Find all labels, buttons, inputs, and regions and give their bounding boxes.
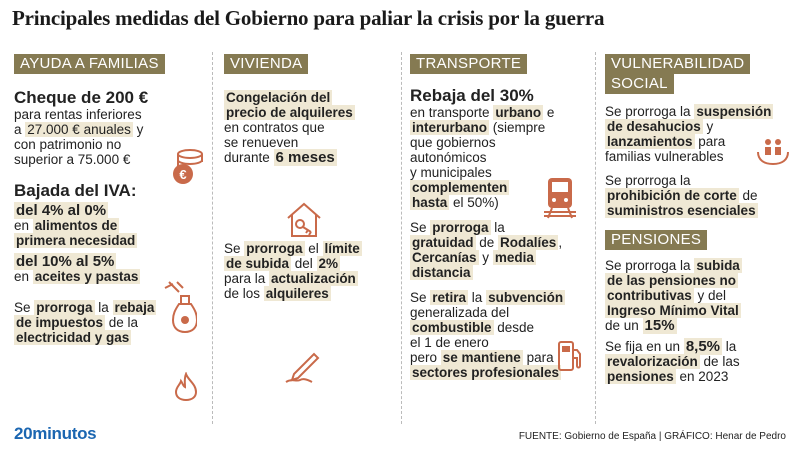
flame-icon: [174, 372, 198, 402]
page-title: Principales medidas del Gobierno para pa…: [12, 6, 605, 30]
brand-logo[interactable]: 20minutos: [14, 424, 97, 443]
transport-discount-text: en transporte urbano e interurbano (siem…: [410, 105, 555, 210]
source-credit: FUENTE: Gobierno de España | GRÁFICO: He…: [518, 431, 786, 442]
pension-revaluation-text: Se fija en un 8,5% la revalorización de …: [605, 338, 740, 384]
column-vivienda: VIVIENDA Congelación del precio de alqui…: [224, 54, 396, 301]
column-ayuda-familias: AYUDA A FAMILIAS Cheque de 200 € para re…: [14, 54, 204, 345]
free-transport-text: Se prorroga la gratuidad de Rodalíes, Ce…: [410, 220, 563, 280]
train-icon: [544, 178, 576, 219]
iva-title: Bajada del IVA:: [14, 181, 137, 200]
column-divider: [595, 52, 596, 424]
section-header-vulnerabilidad: VULNERABILIDAD SOCIAL: [605, 54, 751, 94]
eviction-text: Se prorroga la suspensión de desahucios …: [605, 104, 774, 164]
euro-coins-icon: €: [173, 149, 203, 184]
fuel-pump-icon: [558, 341, 581, 371]
pension-raise-text: Se prorroga la subida de las pensiones n…: [605, 258, 742, 334]
rent-limit-text: Se prorroga el límite de subida del 2% p…: [224, 241, 362, 301]
energy-tax-text: Se prorroga la rebaja de impuestos de la…: [14, 300, 157, 345]
column-transporte: TRANSPORTE Rebaja del 30% en transporte …: [410, 54, 588, 380]
iva-oil-text: del 10% al 5% en aceites y pastas: [14, 253, 141, 284]
fuel-subsidy-text: Se retira la subvención generalizada del…: [410, 290, 566, 380]
supply-cut-text: Se prorroga la prohibición de corte de s…: [605, 173, 758, 218]
cheque-title: Cheque de 200 €: [14, 88, 149, 107]
section-header-vivienda: VIVIENDA: [224, 54, 309, 74]
family-hands-icon: [757, 139, 789, 166]
rent-freeze-text: Congelación del precio de alquileres en …: [224, 90, 355, 166]
column-divider: [212, 52, 213, 424]
pen-signature-icon: [285, 352, 320, 383]
oil-bottle-icon: [164, 281, 197, 334]
svg-text:€: €: [179, 167, 186, 182]
transport-discount-title: Rebaja del 30%: [410, 86, 534, 105]
cheque-text: para rentas inferiores a 27.000 € anuale…: [14, 107, 144, 167]
section-header-transporte: TRANSPORTE: [410, 54, 528, 74]
column-divider: [401, 52, 402, 424]
iva-food-text: del 4% al 0% en alimentos de primera nec…: [14, 202, 138, 248]
section-header-ayuda-familias: AYUDA A FAMILIAS: [14, 54, 165, 74]
section-header-pensiones: PENSIONES: [605, 230, 708, 250]
column-vulnerabilidad: VULNERABILIDAD SOCIAL Se prorroga la sus…: [605, 54, 790, 384]
house-key-icon: [287, 202, 321, 237]
